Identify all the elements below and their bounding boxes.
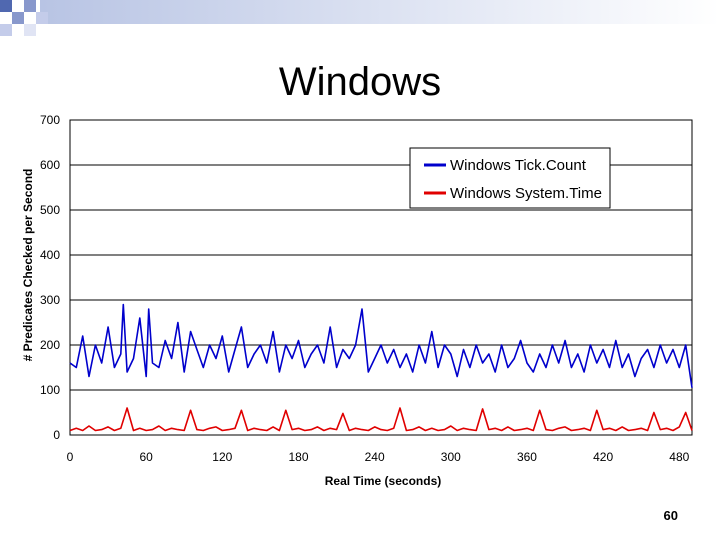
x-tick-label: 0 xyxy=(67,450,74,464)
y-tick-label: 700 xyxy=(40,113,60,127)
x-tick-label: 420 xyxy=(593,450,613,464)
slide-title: Windows xyxy=(278,60,442,104)
page-number: 60 xyxy=(663,508,678,523)
x-tick-label: 180 xyxy=(288,450,308,464)
x-axis-label: Real Time (seconds) xyxy=(325,474,441,488)
legend-label-systemtime: Windows System.Time xyxy=(450,185,602,202)
x-tick-label: 300 xyxy=(441,450,461,464)
y-tick-label: 0 xyxy=(53,428,60,442)
x-tick-label: 60 xyxy=(139,450,153,464)
x-tick-label: 360 xyxy=(517,450,537,464)
legend-box xyxy=(409,147,611,209)
y-axis-label: # Predicates Checked per Second xyxy=(21,169,35,362)
series-line-systemtime xyxy=(69,407,693,432)
y-tick-label: 600 xyxy=(40,158,60,172)
x-tick-label: 120 xyxy=(212,450,232,464)
y-tick-label: 400 xyxy=(40,248,60,262)
x-tick-label: 240 xyxy=(365,450,385,464)
y-tick-label: 300 xyxy=(40,293,60,307)
y-tick-label: 200 xyxy=(40,338,60,352)
y-tick-label: 100 xyxy=(40,383,60,397)
slide-decoration xyxy=(0,0,720,36)
x-tick-label: 480 xyxy=(669,450,689,464)
y-axis: 0 100 200 300 400 500 600 700 xyxy=(40,113,60,442)
series-line-tickcount xyxy=(69,303,693,388)
y-tick-label: 500 xyxy=(40,203,60,217)
x-axis: 0 60 120 180 240 300 360 420 480 xyxy=(67,450,690,464)
legend: Windows Tick.Count Windows System.Time xyxy=(409,147,611,209)
legend-label-tickcount: Windows Tick.Count xyxy=(450,157,587,174)
series-group xyxy=(69,303,693,432)
plot-area xyxy=(69,119,693,436)
